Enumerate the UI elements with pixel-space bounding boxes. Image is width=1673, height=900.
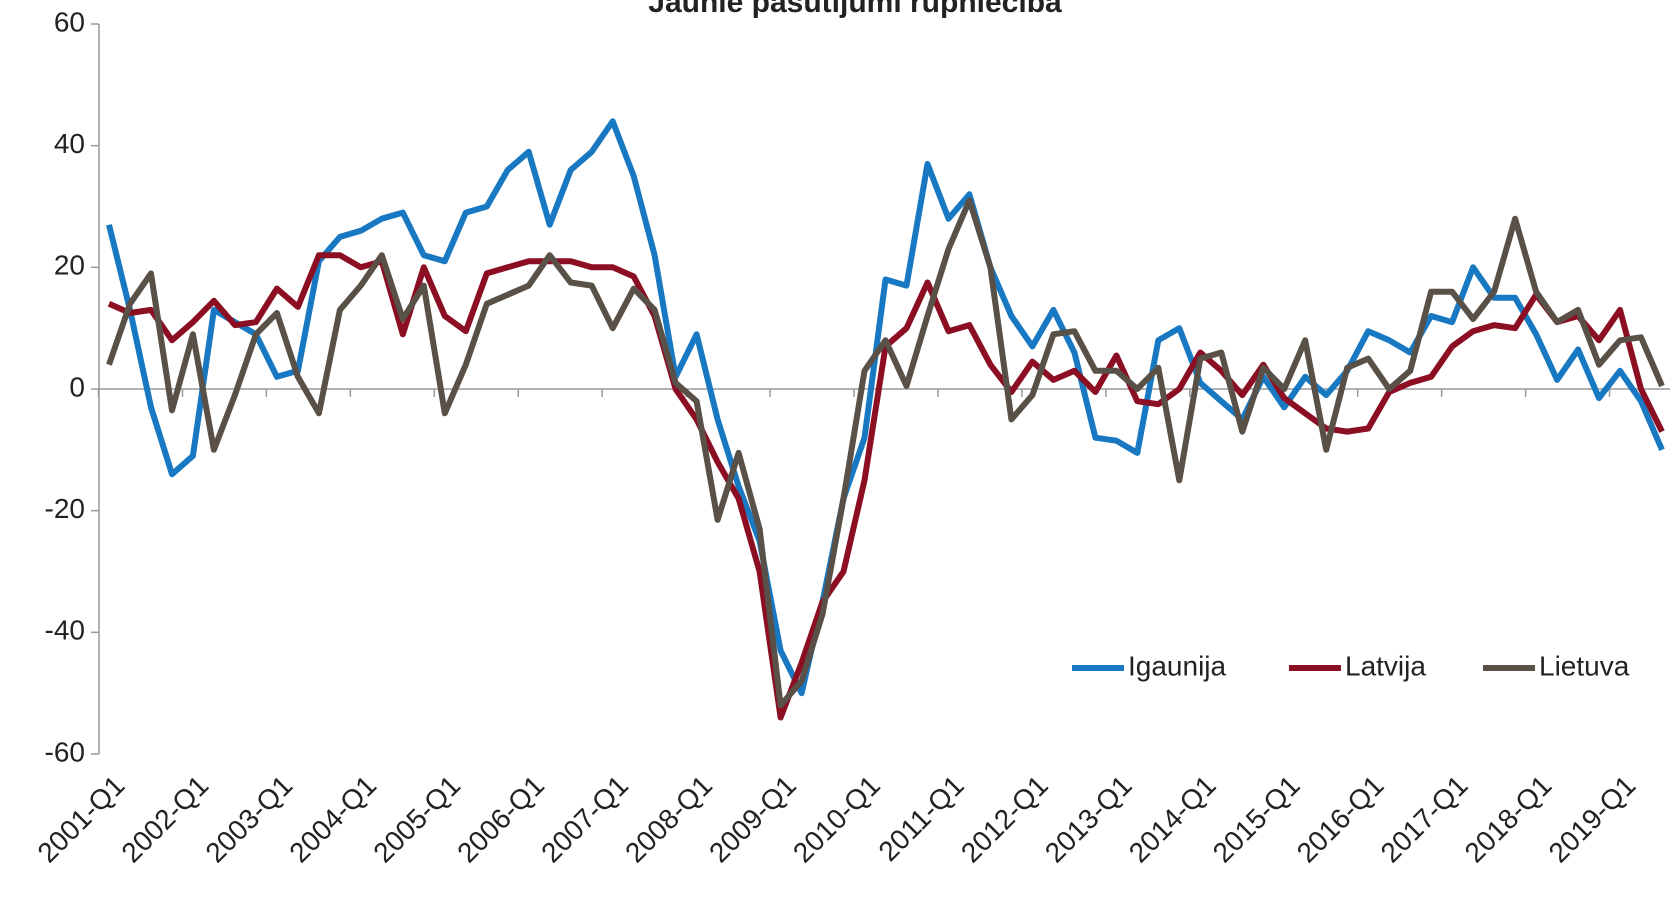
legend-label: Latvija xyxy=(1345,650,1426,681)
x-tick-label: 2010-Q1 xyxy=(787,770,886,869)
y-tick-label: -60 xyxy=(45,736,85,767)
x-tick-label: 2002-Q1 xyxy=(115,770,214,869)
x-tick-label: 2004-Q1 xyxy=(283,770,382,869)
x-tick-label: 2019-Q1 xyxy=(1543,770,1642,869)
x-tick-label: 2003-Q1 xyxy=(199,770,298,869)
x-tick-label: 2016-Q1 xyxy=(1291,770,1390,869)
x-tick-label: 2013-Q1 xyxy=(1039,770,1138,869)
x-tick-label: 2014-Q1 xyxy=(1123,770,1222,869)
x-tick-label: 2011-Q1 xyxy=(872,770,970,868)
series-line xyxy=(106,197,1665,709)
x-tick-label: 2005-Q1 xyxy=(367,770,466,869)
series-line xyxy=(106,118,1665,697)
x-tick-label: 2008-Q1 xyxy=(619,770,718,869)
legend-label: Igaunija xyxy=(1128,650,1227,681)
y-tick-label: 60 xyxy=(54,6,85,37)
x-tick-label: 2001-Q1 xyxy=(31,770,130,869)
x-tick-label: 2006-Q1 xyxy=(451,770,550,869)
x-tick-label: 2007-Q1 xyxy=(535,770,634,869)
y-tick-label: 40 xyxy=(54,128,85,159)
x-tick-label: 2018-Q1 xyxy=(1459,770,1558,869)
y-tick-label: -40 xyxy=(45,615,85,646)
y-tick-label: -20 xyxy=(45,493,85,524)
chart-title: Jaunie pasūtījumi rūpniecībā xyxy=(648,0,1062,19)
y-tick-label: 0 xyxy=(69,371,85,402)
y-tick-label: 20 xyxy=(54,250,85,281)
legend-label: Lietuva xyxy=(1539,650,1630,681)
x-tick-label: 2015-Q1 xyxy=(1207,770,1306,869)
x-tick-label: 2017-Q1 xyxy=(1375,770,1474,869)
x-tick-label: 2009-Q1 xyxy=(703,770,802,869)
x-tick-label: 2012-Q1 xyxy=(955,770,1054,869)
